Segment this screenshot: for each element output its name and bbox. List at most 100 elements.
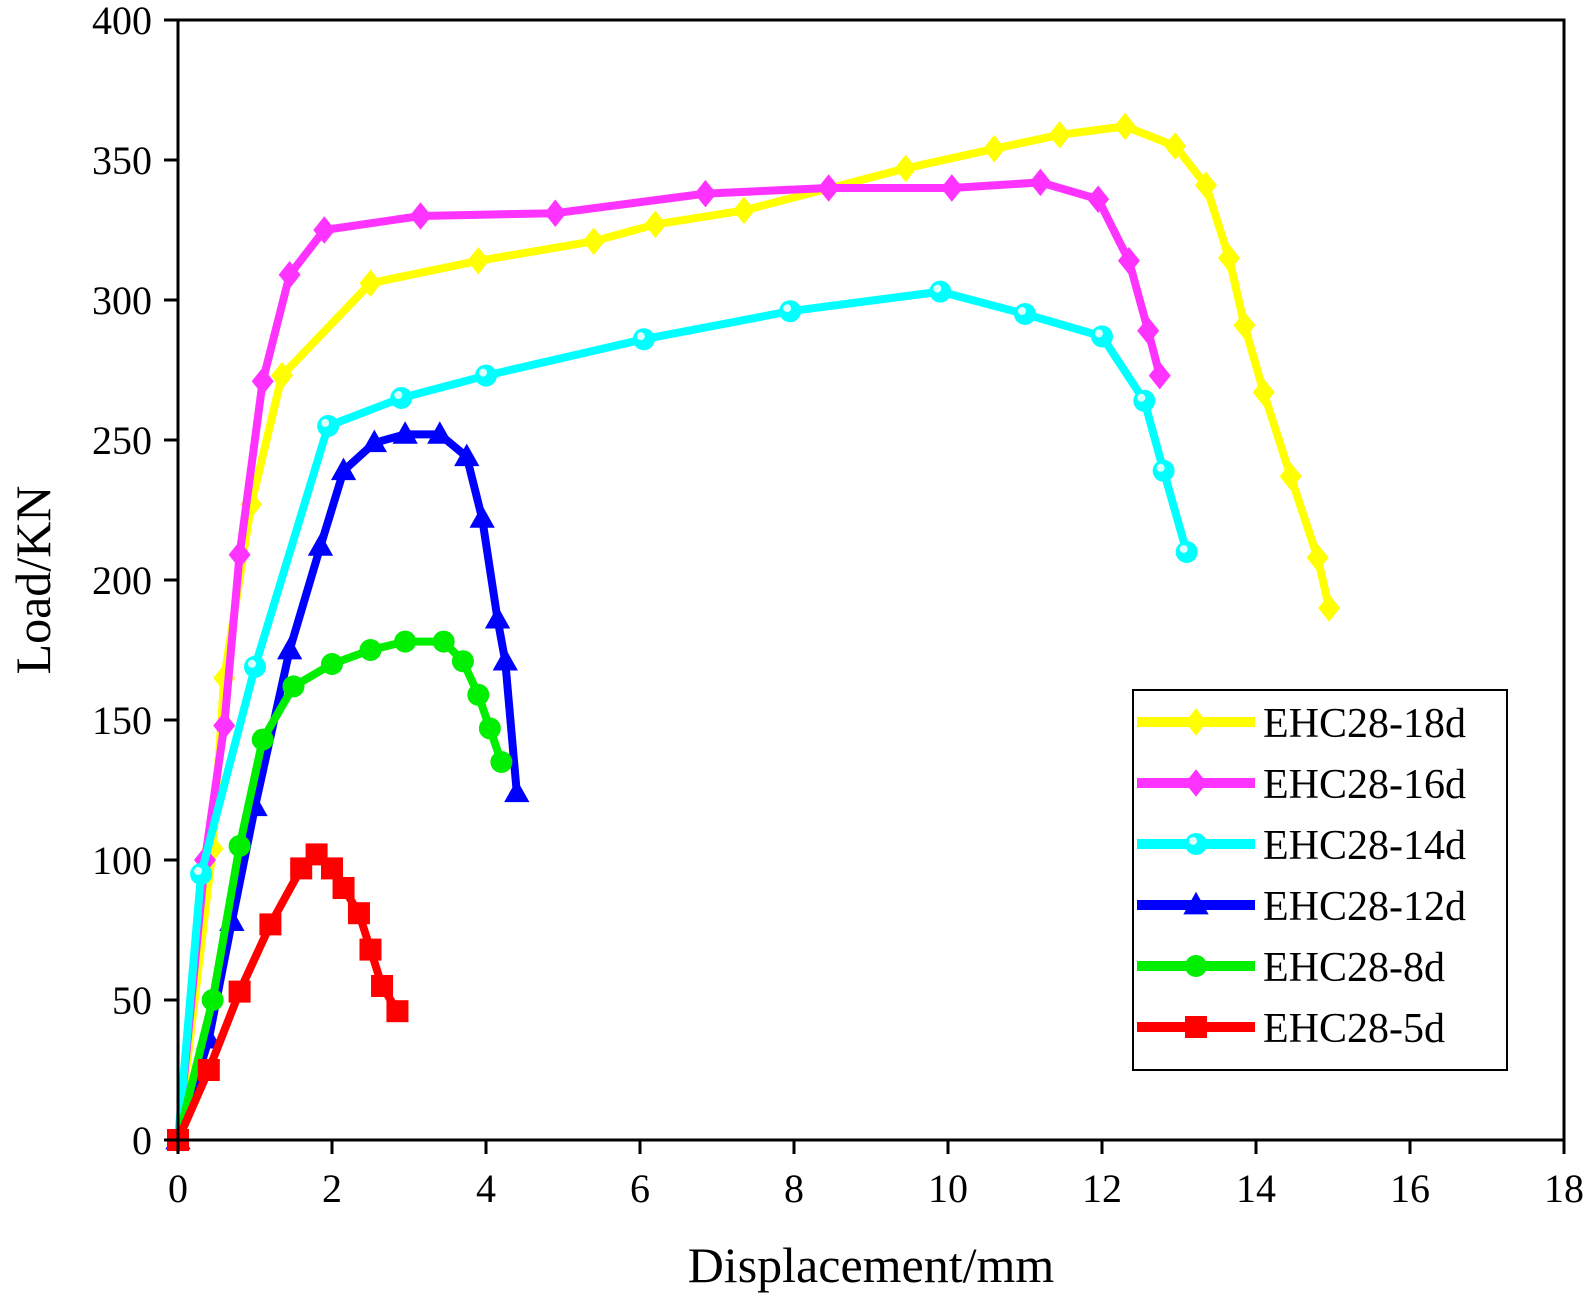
legend-label: EHC28-16d — [1263, 762, 1466, 808]
data-point — [1185, 833, 1207, 855]
data-point — [307, 533, 334, 556]
data-point — [359, 938, 382, 961]
data-point — [1048, 121, 1071, 149]
data-point — [321, 857, 343, 880]
data-point — [467, 247, 490, 275]
data-point — [1091, 325, 1113, 348]
y-tick-label: 100 — [92, 838, 152, 883]
data-point — [1279, 462, 1302, 491]
legend-label: EHC28-18d — [1263, 701, 1466, 747]
data-point — [467, 683, 490, 706]
data-point — [451, 650, 474, 673]
data-point — [1185, 708, 1207, 736]
data-point-highlight — [394, 391, 403, 399]
series-EHC28-12d — [165, 421, 530, 1150]
axes: 0 2 4 6 8 10 12 14 16 18 0 50 100 150 200 250 300 350 400 — [92, 0, 1584, 1211]
data-point — [492, 648, 518, 671]
data-point — [259, 913, 282, 936]
data-point — [270, 361, 293, 390]
y-tick-label: 0 — [132, 1118, 152, 1163]
data-point — [732, 196, 755, 225]
data-point — [817, 174, 840, 202]
x-tick-label: 6 — [630, 1166, 650, 1211]
data-point-highlight — [636, 332, 645, 341]
data-point — [894, 154, 917, 183]
data-point — [1185, 769, 1207, 797]
x-tick-label: 12 — [1082, 1166, 1122, 1211]
y-tick-label: 350 — [92, 138, 152, 183]
data-point — [197, 1059, 220, 1081]
y-tick-label: 250 — [92, 418, 152, 463]
data-point — [361, 429, 387, 453]
data-point — [929, 280, 952, 303]
data-point — [454, 443, 480, 467]
data-point — [392, 421, 418, 444]
legend: EHC28-18d EHC28-16d EHC28-14d EHC28-12d EHC2… — [1132, 689, 1508, 1071]
series-line — [174, 287, 1191, 1144]
legend-label: EHC28-8d — [1263, 945, 1445, 991]
data-point-highlight — [1179, 545, 1188, 553]
data-point-highlight — [933, 284, 942, 293]
data-point — [228, 835, 251, 857]
data-point — [1137, 317, 1160, 345]
data-point-highlight — [1137, 393, 1146, 402]
legend-item: EHC28-5d — [1137, 1006, 1445, 1052]
data-point — [644, 210, 667, 239]
data-point — [1117, 247, 1140, 275]
data-point — [1148, 361, 1171, 390]
data-point — [1306, 543, 1329, 572]
data-point — [190, 863, 213, 885]
x-tick-label: 2 — [322, 1166, 342, 1211]
series-line — [174, 122, 1334, 1144]
data-point — [282, 675, 305, 698]
data-point — [1087, 185, 1110, 213]
series-EHC28-14d — [167, 280, 1198, 1151]
legend-item: EHC28-18d — [1137, 701, 1466, 747]
data-point-highlight — [479, 368, 487, 377]
data-point — [1114, 112, 1137, 141]
data-point — [475, 364, 497, 387]
data-point — [1185, 955, 1207, 977]
data-point — [201, 989, 224, 1011]
y-tick-label: 200 — [92, 558, 152, 603]
data-point — [504, 779, 530, 803]
y-tick-label: 50 — [112, 978, 152, 1023]
data-point — [277, 636, 303, 660]
x-tick-label: 10 — [928, 1166, 968, 1211]
data-point — [213, 711, 236, 740]
data-point — [332, 877, 355, 899]
legend-label: EHC28-14d — [1263, 823, 1466, 869]
data-point — [251, 728, 274, 751]
legend-item: EHC28-14d — [1137, 823, 1466, 869]
data-point — [1252, 378, 1275, 407]
data-point — [1194, 171, 1217, 199]
y-tick-label: 400 — [92, 0, 152, 43]
data-point-highlight — [783, 304, 792, 313]
data-point — [321, 653, 343, 675]
y-tick-label: 300 — [92, 278, 152, 323]
data-point — [371, 975, 394, 997]
x-tick-label: 4 — [476, 1166, 496, 1211]
x-tick-label: 8 — [784, 1166, 804, 1211]
data-point — [490, 751, 513, 773]
series-line — [174, 430, 521, 1144]
data-point-highlight — [1189, 837, 1197, 845]
data-point — [469, 505, 495, 528]
data-point — [1218, 244, 1241, 272]
data-point — [251, 367, 274, 395]
data-point — [330, 457, 357, 481]
legend-item: EHC28-12d — [1137, 884, 1466, 930]
x-tick-label: 18 — [1544, 1166, 1584, 1211]
data-point — [694, 179, 717, 208]
data-point — [228, 541, 251, 569]
data-point — [779, 300, 802, 323]
data-point — [1029, 168, 1052, 197]
data-point — [228, 980, 251, 1003]
data-point — [478, 717, 501, 740]
data-point — [1185, 1016, 1207, 1038]
data-point — [244, 655, 266, 678]
y-axis-title: Load/KN — [5, 486, 61, 675]
legend-item: EHC28-16d — [1137, 762, 1466, 808]
data-point — [1183, 891, 1209, 915]
